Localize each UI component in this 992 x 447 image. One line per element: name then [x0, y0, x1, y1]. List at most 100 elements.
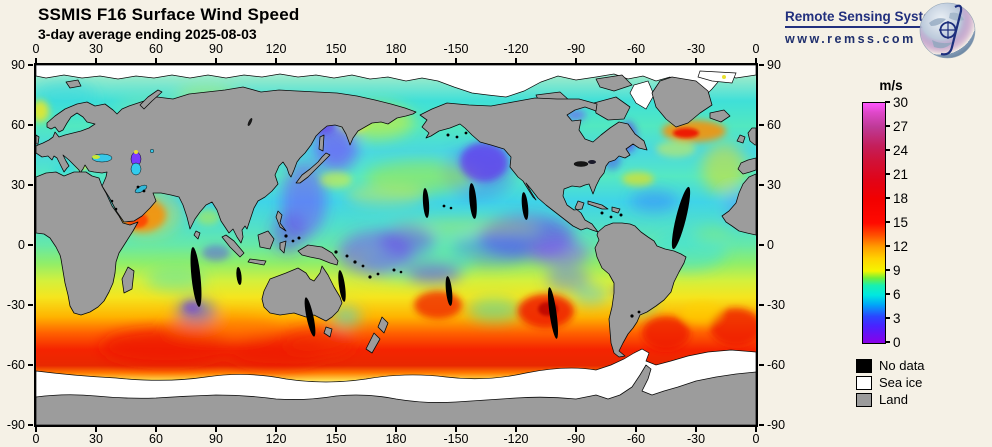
lat-tick-mark [28, 244, 33, 246]
legend-swatch-sea-ice [856, 376, 872, 390]
lat-tick-label: 30 [0, 178, 25, 192]
colorbar-tick-mark [885, 101, 890, 103]
lon-tick-mark [455, 58, 457, 63]
lat-tick-mark [28, 184, 33, 186]
land-sakhalin [319, 135, 324, 151]
lat-tick-mark [28, 304, 33, 306]
colorbar-unit-label: m/s [866, 78, 916, 93]
colorbar [862, 102, 886, 344]
colorbar-tick-label: 21 [893, 167, 908, 182]
lat-tick-mark [759, 304, 764, 306]
lat-tick-mark [759, 364, 764, 366]
lat-tick-mark [28, 124, 33, 126]
lon-tick-label: 120 [252, 432, 300, 446]
lon-tick-label: 0 [12, 42, 60, 56]
colorbar-tick-label: 30 [893, 95, 908, 110]
lon-tick-label: -90 [552, 42, 600, 56]
lon-tick-label: 90 [192, 432, 240, 446]
colorbar-tick-label: 0 [893, 335, 901, 350]
lon-tick-label: -60 [612, 42, 660, 56]
great-lakes [574, 162, 588, 167]
legend-label: Sea ice [872, 375, 922, 390]
lat-tick-label: 90 [0, 58, 25, 72]
lon-tick-label: -120 [492, 432, 540, 446]
legend-item: No data [856, 357, 925, 374]
colorbar-tick-label: 24 [893, 143, 908, 158]
lon-tick-mark [755, 58, 757, 63]
lon-tick-label: 60 [132, 432, 180, 446]
colorbar-tick-label: 9 [893, 263, 901, 278]
lon-tick-mark [215, 58, 217, 63]
colorbar-tick-mark [885, 293, 890, 295]
colorbar-tick-label: 27 [893, 119, 908, 134]
colorbar-tick-label: 3 [893, 311, 901, 326]
lat-tick-mark [759, 124, 764, 126]
legend-item: Sea ice [856, 374, 925, 391]
lon-tick-label: 60 [132, 42, 180, 56]
lon-tick-mark [95, 58, 97, 63]
lon-tick-label: 30 [72, 432, 120, 446]
lon-tick-label: -90 [552, 432, 600, 446]
lat-tick-label: 90 [767, 58, 781, 72]
colorbar-tick-label: 6 [893, 287, 901, 302]
lon-tick-mark [335, 58, 337, 63]
lat-tick-mark [759, 64, 764, 66]
lon-tick-label: 180 [372, 432, 420, 446]
lon-tick-mark [395, 58, 397, 63]
lon-tick-label: 90 [192, 42, 240, 56]
lat-tick-mark [28, 364, 33, 366]
land-britain-left [36, 135, 39, 144]
colorbar-tick-mark [885, 245, 890, 247]
lon-tick-label: -150 [432, 42, 480, 56]
longitude-axis-top: 0306090120150180-150-120-90-60-300 [36, 42, 756, 63]
lon-tick-label: -30 [672, 432, 720, 446]
colorbar-tick-label: 18 [893, 191, 908, 206]
lon-tick-label: 0 [732, 42, 780, 56]
colorbar-tick-mark [885, 173, 890, 175]
lat-tick-label: -60 [0, 358, 25, 372]
ice-edge-wind-speck [722, 75, 726, 79]
lat-tick-mark [759, 184, 764, 186]
page-subtitle: 3-day average ending 2025-08-03 [38, 26, 257, 42]
lon-tick-mark [575, 58, 577, 63]
lon-tick-label: -120 [492, 42, 540, 56]
lat-tick-label: -30 [0, 298, 25, 312]
lat-tick-label: 0 [767, 238, 774, 252]
lon-tick-mark [35, 58, 37, 63]
colorbar-tick-mark [885, 341, 890, 343]
lat-tick-label: 30 [767, 178, 781, 192]
longitude-axis-bottom: 0306090120150180-150-120-90-60-300 [36, 427, 756, 447]
lat-tick-label: 0 [0, 238, 25, 252]
lat-tick-mark [759, 424, 764, 426]
lon-tick-label: 30 [72, 42, 120, 56]
colorbar-tick-label: 12 [893, 239, 908, 254]
lat-tick-label: 60 [767, 118, 781, 132]
colorbar-tick-mark [885, 317, 890, 319]
legend-item: Land [856, 391, 925, 408]
aral-sea [150, 149, 154, 153]
lat-tick-mark [28, 64, 33, 66]
colorbar-tick-mark [885, 197, 890, 199]
legend-swatch-land [856, 393, 872, 407]
caspian-sea-south [131, 163, 141, 175]
lat-tick-label: -90 [0, 418, 25, 432]
legend-label: Land [872, 392, 908, 407]
lon-tick-label: 150 [312, 432, 360, 446]
lon-tick-label: 180 [372, 42, 420, 56]
colorbar-tick-mark [885, 221, 890, 223]
lon-tick-label: 0 [732, 432, 780, 446]
lon-tick-mark [155, 58, 157, 63]
lon-tick-mark [635, 58, 637, 63]
colorbar-tick-labels: 302724211815129630 [891, 102, 931, 342]
legend-swatch-no-data [856, 359, 872, 373]
lat-tick-label: -90 [767, 418, 785, 432]
lon-tick-mark [515, 58, 517, 63]
lon-tick-label: 0 [12, 432, 60, 446]
globe-logo-icon [919, 2, 976, 59]
lon-tick-mark [695, 58, 697, 63]
colorbar-tick-mark [885, 125, 890, 127]
lon-tick-label: -150 [432, 432, 480, 446]
lon-tick-mark [275, 58, 277, 63]
wind-speed-map-canvas [36, 65, 756, 425]
lon-tick-label: -30 [672, 42, 720, 56]
